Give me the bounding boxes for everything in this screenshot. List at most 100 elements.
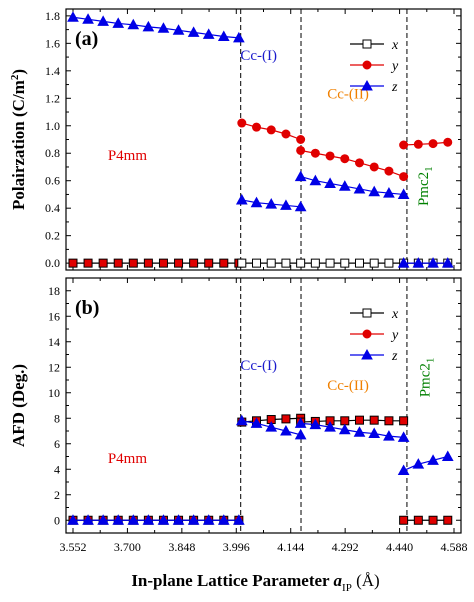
legend-label: y (390, 59, 399, 74)
series-x-point (174, 258, 184, 268)
series-z-point (338, 423, 351, 435)
series-x-point (340, 258, 350, 268)
series-z-point (127, 18, 140, 30)
series-z-point (157, 514, 170, 525)
series-x-point (189, 258, 199, 268)
series-x-point (369, 258, 379, 268)
y-tick-label: 1.6 (45, 36, 60, 50)
y-tick-label: 12 (48, 360, 60, 374)
series-x-point (281, 414, 291, 424)
series-z-point (383, 430, 395, 441)
series-y-point (413, 139, 423, 149)
phase-label-sub: 1 (424, 358, 436, 364)
legend-marker (361, 79, 373, 91)
panel-label: (b) (75, 297, 99, 319)
series-y-point (399, 140, 409, 150)
series-z-point (427, 454, 439, 465)
phase-label: Pmc21 (417, 358, 436, 398)
phase-label: Pmc21 (416, 166, 435, 206)
series-z-point (142, 514, 155, 525)
series-z-point (67, 11, 79, 22)
series-z-point (172, 24, 185, 35)
series-z-point (294, 200, 307, 212)
plot-frame (65, 277, 462, 534)
series-z-point (235, 414, 248, 426)
series-y-point (310, 148, 320, 158)
panel-label: (a) (75, 28, 98, 50)
y-tick-label: 0.6 (45, 174, 60, 188)
series-z-point (217, 514, 230, 525)
series-x-point (399, 416, 409, 426)
series-y-point (384, 166, 394, 176)
series-z-point (202, 514, 215, 525)
phase-label-text: Cc-(II) (327, 378, 369, 394)
panel-b: 0 2 4 6 8 10 12 14 16 18 (b) P4mm Cc-(I) Cc-(II) Pmc21… (9, 277, 462, 534)
series-z-point (127, 514, 140, 525)
legend-marker (362, 308, 372, 318)
series-z-point (233, 514, 245, 525)
series-x-point (237, 258, 247, 268)
series-z-point (397, 464, 410, 476)
series-x-point (354, 258, 364, 268)
y-tick-label: 1.0 (45, 119, 60, 133)
series-z-point (97, 15, 109, 26)
series-z-point (82, 13, 94, 24)
series-z-point (157, 22, 170, 33)
series-z-point (280, 424, 292, 436)
legend-label: x (391, 38, 399, 53)
x-axis-title-unit: (Å) (352, 571, 380, 590)
series-z-point (97, 514, 109, 525)
series-x-point (204, 258, 214, 268)
series-z-point (233, 31, 245, 43)
x-axis-title-main: In-plane Lattice Parameter (131, 571, 333, 590)
y-tick-label: 1.4 (45, 64, 60, 78)
series-z-point (187, 514, 200, 525)
y-tick-label: 0.0 (45, 256, 60, 270)
series-y-point (281, 129, 291, 139)
series-z-point (294, 170, 307, 182)
x-tick-label: 3.996 (223, 540, 250, 554)
y-axis-title-close: ) (9, 69, 28, 75)
series-x-point (325, 258, 335, 268)
series-x-point (266, 258, 276, 268)
phase-label-text: Pmc2 (417, 363, 433, 397)
y-tick-label: 2 (54, 488, 60, 502)
y-axis-title: Polairzation (C/m2) (9, 69, 28, 210)
y-tick-label: 18 (48, 284, 60, 298)
series-x-point (252, 258, 262, 268)
phase-label-text: P4mm (108, 451, 148, 467)
legend-label: y (390, 328, 399, 343)
series-z-point (112, 514, 125, 525)
series-z-point (324, 421, 336, 432)
phase-label: P4mm (108, 451, 148, 467)
series-x-point (384, 258, 394, 268)
x-axis-title-sub: IP (342, 582, 352, 594)
series-x-point (98, 258, 108, 268)
series-x-point (128, 258, 138, 268)
y-axis-title-text: AFD (Deg.) (9, 364, 28, 447)
series-z-point (397, 188, 410, 199)
series-y-point (443, 137, 453, 147)
series-x-point (310, 258, 320, 268)
series-z-point (202, 28, 215, 39)
x-tick-label: 3.700 (114, 540, 141, 554)
series-z-point (338, 180, 351, 191)
series-z-point (172, 514, 185, 525)
phase-label-text: Pmc2 (416, 172, 432, 206)
series-x-point (443, 515, 453, 525)
series-z-point (294, 417, 307, 428)
series-z-point (235, 193, 248, 205)
series-z-point (397, 431, 410, 442)
phase-label-text: Cc-(II) (327, 86, 369, 102)
series-z-point (294, 428, 307, 440)
x-tick-label: 4.292 (332, 540, 359, 554)
series-y-point (266, 125, 276, 135)
x-axis: 3.552 3.700 3.848 3.996 4.144 4.292 4.440 4.588… (59, 540, 467, 594)
series-z-point (82, 514, 94, 525)
phase-label-text: Cc-(I) (240, 358, 277, 374)
series-y-point (296, 135, 306, 144)
series-x-point (158, 258, 168, 268)
series-z-point (265, 198, 278, 209)
series-z-point (368, 427, 381, 439)
y-tick-label: 0.2 (45, 229, 60, 243)
